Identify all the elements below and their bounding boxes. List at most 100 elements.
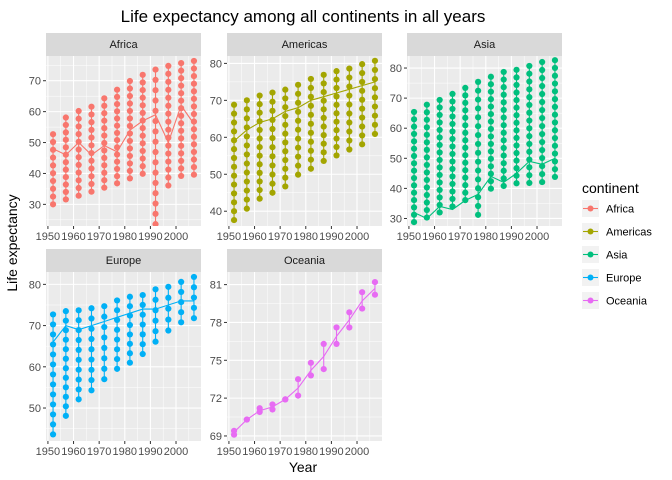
data-point [423, 116, 430, 123]
data-point [307, 147, 315, 154]
data-point [474, 105, 482, 112]
data-point [282, 112, 289, 120]
data-point [423, 109, 430, 116]
data-point [126, 122, 134, 130]
data-point [410, 152, 418, 160]
data-point [62, 114, 69, 121]
data-point [320, 340, 327, 347]
data-point [62, 384, 69, 391]
data-point [139, 86, 146, 94]
data-point [152, 200, 159, 207]
data-point [294, 392, 302, 399]
data-point [449, 188, 456, 195]
data-point [487, 133, 495, 140]
data-point [307, 138, 315, 145]
data-point [62, 196, 69, 203]
data-point [152, 148, 159, 156]
data-point [256, 186, 263, 194]
data-point [230, 146, 238, 153]
data-point [152, 296, 159, 303]
data-point [320, 140, 327, 147]
data-point [449, 150, 456, 158]
data-point [75, 154, 82, 161]
data-point [49, 201, 57, 208]
data-point [513, 112, 520, 119]
x-tick-label: 1970 [448, 231, 472, 243]
data-point [436, 194, 443, 201]
data-point [551, 134, 559, 142]
data-point [307, 84, 315, 91]
data-point [333, 84, 340, 92]
data-point [462, 84, 469, 91]
data-point [178, 157, 185, 164]
data-point [423, 184, 430, 191]
data-point [333, 152, 340, 159]
data-point [113, 346, 121, 353]
data-point [346, 101, 353, 108]
data-point [410, 116, 418, 123]
data-point [371, 66, 379, 74]
facet-strip-label: Africa [109, 39, 138, 51]
data-point [152, 179, 159, 187]
data-point [294, 90, 302, 97]
data-point [75, 376, 82, 383]
data-point [75, 146, 82, 153]
data-point [539, 58, 546, 66]
data-point [243, 205, 250, 212]
data-point [320, 157, 327, 165]
data-point [346, 137, 353, 144]
data-point [139, 341, 146, 348]
y-tick-label: 70 [210, 95, 222, 107]
data-point [62, 374, 69, 381]
data-point [539, 154, 546, 162]
data-point [165, 126, 172, 133]
data-point [165, 294, 172, 301]
data-point [165, 110, 172, 117]
data-point [75, 107, 82, 115]
legend-item-africa: Africa [582, 200, 635, 217]
data-point [269, 171, 276, 178]
data-point [113, 158, 121, 165]
data-point [178, 150, 185, 157]
data-point [152, 66, 159, 73]
data-point [243, 115, 250, 122]
data-point [513, 96, 520, 104]
facet-strip [227, 249, 382, 272]
data-point [346, 110, 353, 117]
data-point [423, 101, 430, 108]
facet-americas: Americas 40 50 60 70 80 1950 1960 1970 1980 1990 20… [210, 33, 382, 243]
data-point [539, 122, 546, 130]
y-tick-label: 80 [210, 58, 222, 70]
data-point [230, 427, 238, 435]
data-point [139, 140, 146, 147]
data-point [139, 321, 146, 328]
data-point [165, 166, 172, 173]
data-point [75, 115, 82, 122]
data-layer [410, 57, 559, 226]
data-point [165, 327, 172, 334]
data-point [436, 186, 443, 194]
data-point [410, 167, 418, 174]
data-point [101, 139, 108, 147]
data-point [359, 78, 366, 86]
data-point [88, 188, 95, 195]
data-point [346, 324, 353, 331]
data-point [178, 278, 185, 285]
data-point [113, 129, 121, 137]
data-point [230, 216, 238, 224]
data-point [113, 326, 121, 333]
data-point [487, 118, 495, 125]
data-point [474, 78, 482, 85]
data-point [282, 148, 289, 155]
data-point [269, 98, 276, 105]
data-point [359, 114, 366, 121]
x-tick-label: 1980 [294, 231, 318, 243]
data-point [526, 62, 533, 70]
data-point [423, 131, 430, 138]
data-point [101, 95, 108, 102]
data-point [333, 68, 340, 75]
x-tick-label: 1950 [217, 446, 241, 458]
data-point [423, 191, 430, 199]
data-point [113, 336, 121, 343]
data-point [539, 146, 546, 154]
